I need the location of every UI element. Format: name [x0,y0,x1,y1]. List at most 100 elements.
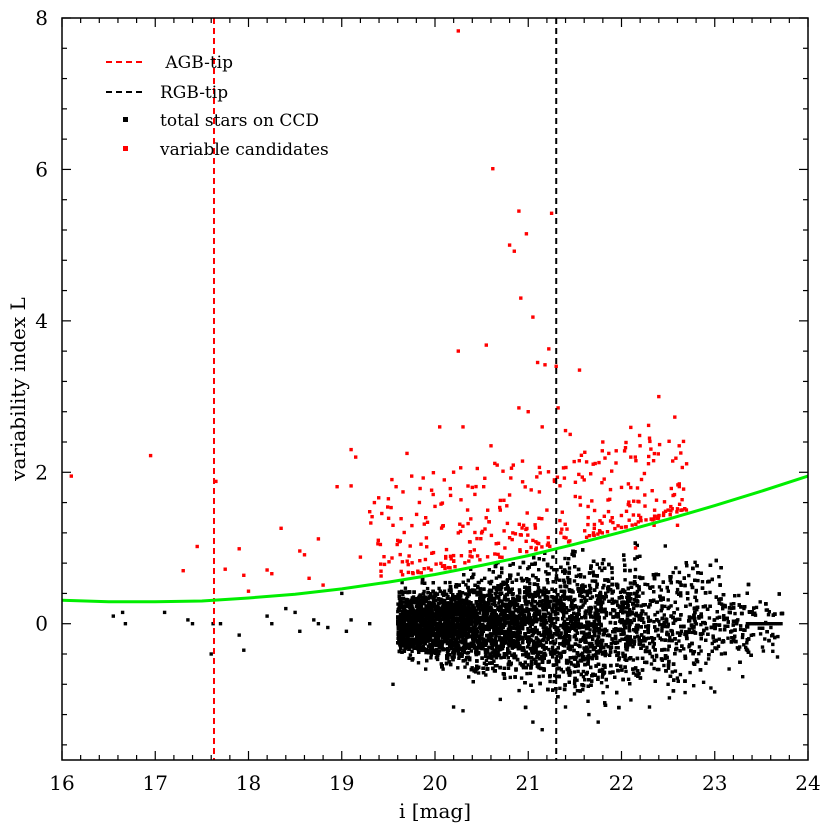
star-point [567,566,572,570]
star-point [536,586,541,590]
star-point [585,632,589,636]
star-point [577,623,581,628]
star-point [593,605,597,609]
star-point [694,590,698,594]
star-point [476,607,481,611]
star-point [512,624,516,628]
star-point [622,558,626,562]
star-point [495,591,499,595]
star-point [690,626,694,630]
star-point [565,611,569,615]
star-point [497,574,501,579]
star-point [737,593,741,598]
star-point [472,625,476,630]
star-point [443,580,447,585]
star-point [643,660,647,664]
star-point [438,618,442,623]
star-point [699,615,704,619]
star-point [654,629,658,633]
star-point [742,643,746,647]
star-point [499,656,503,660]
star-point [415,608,419,612]
star-point [541,674,545,678]
star-point [703,604,708,608]
star-point [771,642,775,647]
star-point [675,580,680,584]
star-point [536,591,540,595]
star-point [480,647,484,651]
star-point [660,629,664,633]
star-point [715,616,719,620]
star-point [660,606,664,611]
star-point [726,636,730,640]
star-point [751,612,755,617]
star-point [770,634,774,638]
star-point [604,613,608,618]
star-point [512,655,516,660]
star-point [595,594,599,598]
star-point [497,638,501,642]
star-point [561,639,566,643]
star-point [426,639,430,643]
star-point [695,608,699,612]
star-point [692,629,696,633]
star-point [554,674,559,679]
star-point [631,644,635,649]
star-point [675,676,680,680]
star-point [564,661,569,665]
star-point [662,620,666,625]
star-point [414,604,419,608]
star-point [613,630,617,634]
star-point [410,649,414,653]
star-point [517,610,521,614]
star-point [563,556,567,561]
star-point [572,692,577,696]
star-point [666,589,670,593]
star-point [445,592,449,596]
star-point [735,646,740,650]
star-point [740,635,745,640]
star-point [599,681,604,685]
star-point [477,611,482,615]
star-point [616,653,620,657]
star-point [625,610,629,614]
star-point [596,598,600,602]
star-point [510,621,514,626]
star-point [673,669,678,673]
star-point [666,648,670,652]
star-point [732,639,736,643]
star-point [761,649,766,653]
star-point [472,590,477,595]
star-point [572,681,577,685]
star-point [683,690,687,695]
star-point [679,613,683,617]
star-point [767,610,771,614]
star-point [602,583,606,588]
star-point [434,626,438,630]
star-point [618,638,622,643]
star-point [674,641,679,646]
star-point [693,560,697,564]
star-point [559,595,563,600]
star-point [400,580,404,585]
star-point [490,640,494,644]
star-point [472,612,476,616]
star-point [567,557,571,561]
star-point [687,645,691,649]
star-point [525,671,529,676]
star-point [605,684,609,689]
star-point [699,622,703,627]
star-point [619,594,624,599]
star-point [663,544,667,548]
star-point [674,566,678,570]
star-point [434,594,438,598]
star-point [600,561,605,566]
star-point [690,616,695,620]
star-point [536,589,540,593]
star-point [666,606,670,611]
star-point [401,592,405,596]
star-point [472,639,476,644]
star-point [697,645,702,649]
star-point [506,666,511,670]
star-point [476,671,481,675]
